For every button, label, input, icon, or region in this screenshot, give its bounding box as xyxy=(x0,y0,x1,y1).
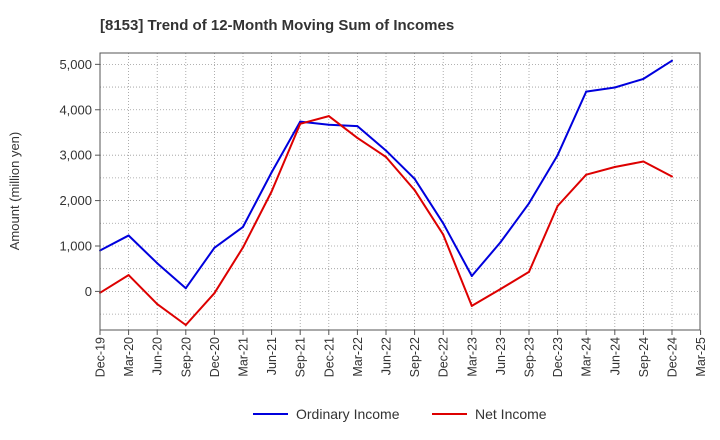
net-income-point xyxy=(413,189,416,192)
ordinary-income-point xyxy=(385,149,387,152)
x-tick-label: Dec-21 xyxy=(322,337,336,377)
net-income-point xyxy=(156,303,159,306)
x-tick-label: Sep-20 xyxy=(179,337,193,377)
ordinary-income-point xyxy=(585,90,588,93)
net-income-point xyxy=(585,173,588,176)
net-income-point xyxy=(442,233,445,236)
x-tick-label: Jun-23 xyxy=(494,337,508,375)
ordinary-income-point xyxy=(270,171,273,174)
net-income-point xyxy=(470,304,473,307)
chart-title: [8153] Trend of 12-Month Moving Sum of I… xyxy=(100,17,454,34)
x-tick-label: Jun-24 xyxy=(608,337,622,375)
legend-label-ordinary-income: Ordinary Income xyxy=(296,406,400,422)
x-tick-label: Mar-23 xyxy=(465,337,479,377)
net-income-point xyxy=(556,205,559,207)
ordinary-income-point xyxy=(213,246,216,249)
net-income-point xyxy=(499,288,502,291)
x-tick-label: Sep-22 xyxy=(408,337,422,377)
net-income-point xyxy=(642,160,645,163)
ordinary-income-point xyxy=(642,77,645,80)
x-tick-label: Dec-19 xyxy=(94,337,108,377)
ordinary-income-point xyxy=(528,202,530,205)
net-income-point xyxy=(299,122,302,125)
x-tick-label: Sep-21 xyxy=(294,337,308,377)
net-income-point xyxy=(327,115,330,118)
x-tick-label: Sep-23 xyxy=(523,337,537,377)
net-income-point xyxy=(270,190,273,193)
y-tick-label: 0 xyxy=(85,284,92,299)
ordinary-income-point xyxy=(671,59,673,62)
legend-label-net-income: Net Income xyxy=(475,406,547,422)
net-income-point xyxy=(213,292,216,295)
x-tick-label: Mar-22 xyxy=(351,337,365,377)
x-tick-label: Mar-25 xyxy=(694,337,708,377)
net-income-point xyxy=(528,270,530,273)
series-layer xyxy=(99,59,673,326)
x-tick-label: Dec-20 xyxy=(208,337,222,377)
plot-frame xyxy=(99,52,701,331)
x-axis-ticks: Dec-19 Mar-20 Jun-20 Sep-20 Dec-20 Mar-21 Jun-… xyxy=(94,330,708,377)
x-tick-label: Jun-20 xyxy=(151,337,165,375)
ordinary-income-point xyxy=(327,123,330,126)
x-tick-label: Sep-24 xyxy=(637,337,651,377)
ordinary-income-point xyxy=(556,154,559,157)
ordinary-income-point xyxy=(156,262,159,265)
net-income-point xyxy=(385,156,387,158)
x-tick-label: Jun-21 xyxy=(265,337,279,375)
y-tick-label: 3,000 xyxy=(59,148,92,163)
y-tick-label: 2,000 xyxy=(59,193,92,208)
ordinary-income-point xyxy=(470,275,473,277)
ordinary-income-point xyxy=(184,287,187,290)
net-income-point xyxy=(242,246,244,249)
ordinary-income-point xyxy=(242,225,244,228)
x-tick-label: Jun-22 xyxy=(380,337,394,375)
y-tick-label: 4,000 xyxy=(59,102,92,117)
ordinary-income-point xyxy=(299,120,302,123)
x-tick-label: Dec-23 xyxy=(551,337,565,377)
net-income-point xyxy=(671,175,673,178)
ordinary-income-point xyxy=(413,177,416,180)
legend: Ordinary Income Net Income xyxy=(253,406,547,422)
ordinary-income-point xyxy=(613,86,616,89)
ordinary-income-point xyxy=(356,125,359,128)
ordinary-income-point xyxy=(442,222,445,225)
net-income-point xyxy=(356,136,359,139)
x-tick-label: Dec-24 xyxy=(666,337,680,377)
y-tick-label: 1,000 xyxy=(59,238,92,253)
x-tick-label: Mar-24 xyxy=(580,337,594,377)
net-income-point xyxy=(127,274,130,277)
ordinary-income-point xyxy=(499,241,502,244)
y-axis-ticks: 0 1,000 2,000 3,000 4,000 5,000 xyxy=(59,57,100,299)
net-income-point xyxy=(613,166,616,168)
x-tick-label: Mar-21 xyxy=(237,337,251,377)
y-tick-label: 5,000 xyxy=(59,57,92,72)
x-tick-label: Mar-20 xyxy=(122,337,136,377)
grid-layer xyxy=(100,53,700,330)
y-axis-label: Amount (million yen) xyxy=(7,132,22,251)
net-income-point xyxy=(184,324,187,326)
ordinary-income-point xyxy=(127,234,130,237)
x-tick-label: Dec-22 xyxy=(437,337,451,377)
